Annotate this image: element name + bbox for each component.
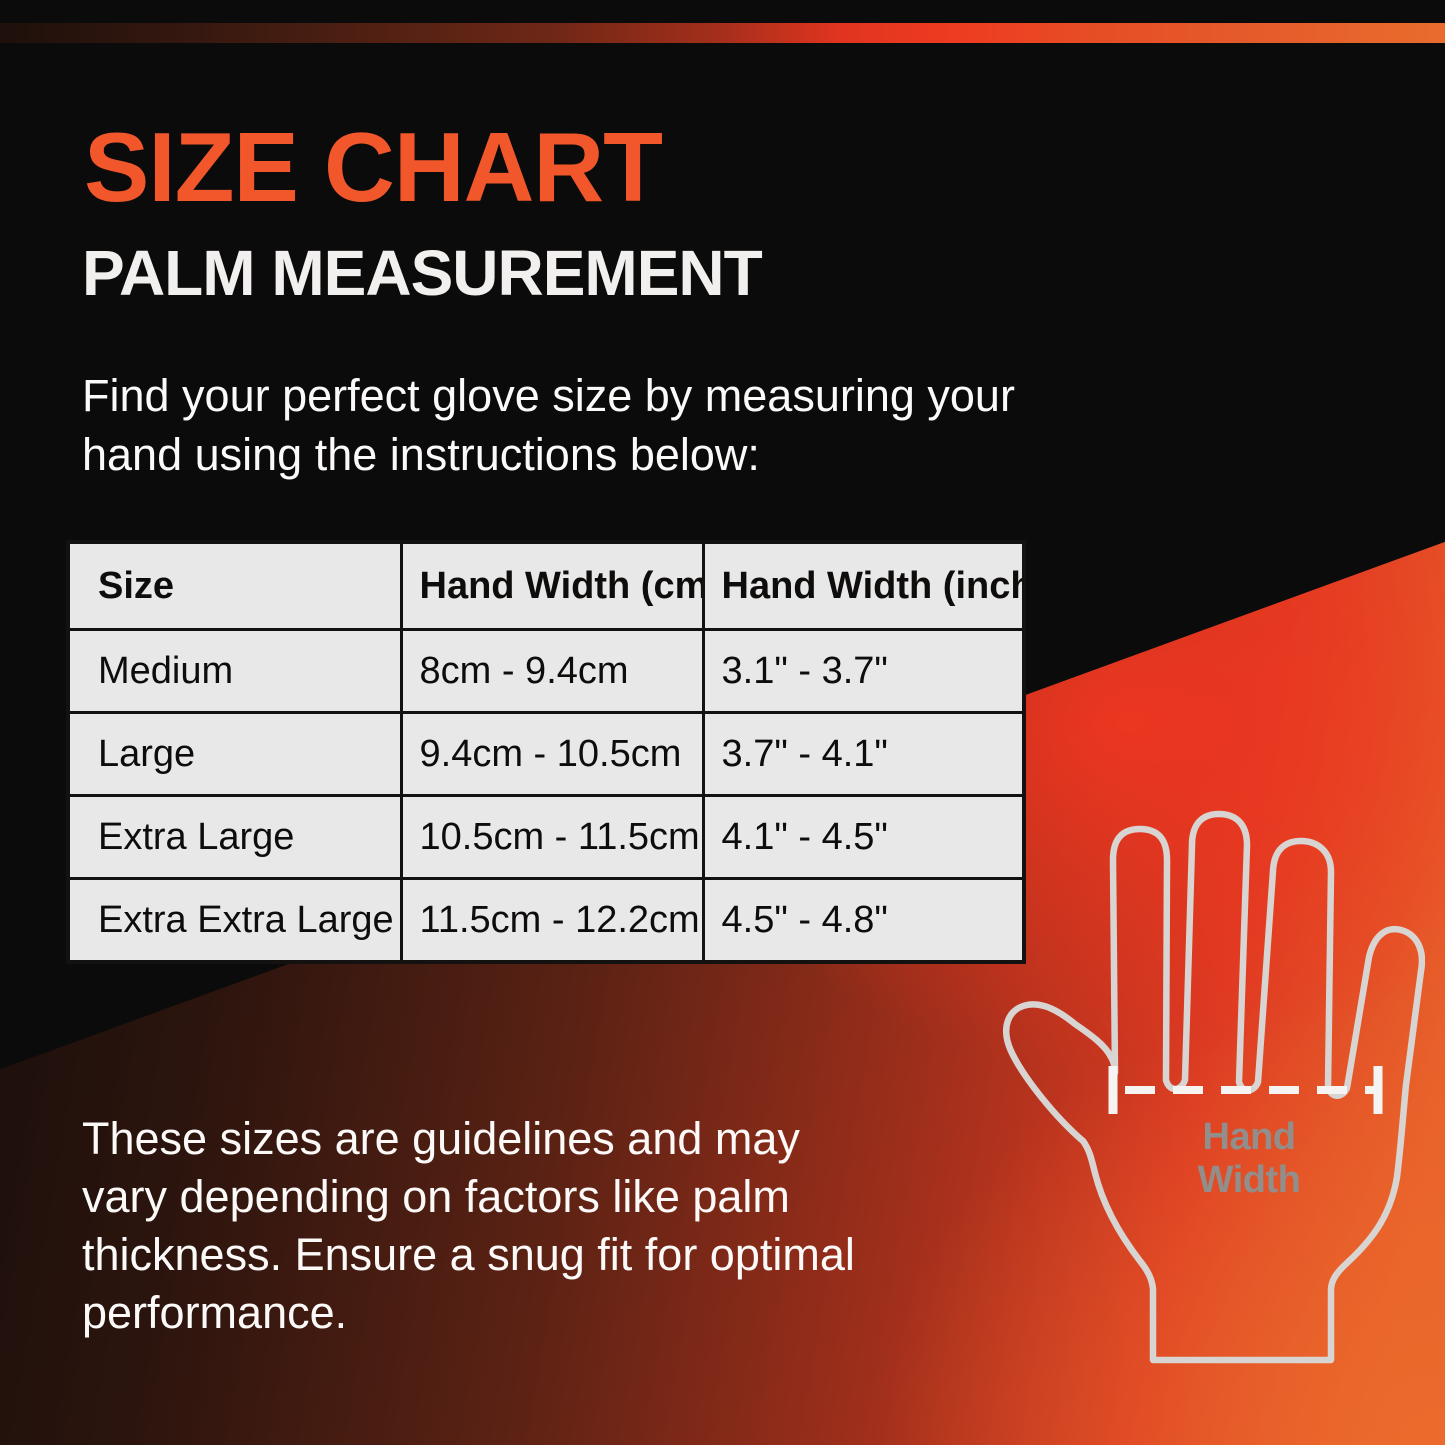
intro-line-2: hand using the instructions below: — [82, 429, 760, 480]
note-text: These sizes are guidelines and may vary … — [82, 1110, 855, 1342]
intro-text: Find your perfect glove size by measurin… — [82, 366, 1015, 484]
table-row-extra-large: Extra Large 10.5cm - 11.5cm 4.1" - 4.5" — [66, 794, 1026, 880]
note-line-3: thickness. Ensure a snug fit for optimal — [82, 1229, 855, 1280]
width-inch-cell: 3.7" - 4.1" — [701, 711, 1026, 797]
size-table: Size Hand Width (cm) Hand Width (inch) M… — [66, 540, 1026, 964]
page-subtitle: PALM MEASUREMENT — [82, 237, 763, 309]
column-header-hand-width-cm: Hand Width (cm) — [399, 540, 705, 631]
table-row-medium: Medium 8cm - 9.4cm 3.1" - 3.7" — [66, 628, 1026, 714]
width-cm-cell: 8cm - 9.4cm — [399, 628, 705, 714]
note-line-2: vary depending on factors like palm — [82, 1171, 790, 1222]
width-inch-cell: 3.1" - 3.7" — [701, 628, 1026, 714]
column-header-hand-width-inch: Hand Width (inch) — [701, 540, 1026, 631]
hand-outline-icon — [1003, 810, 1425, 1364]
hand-width-label: Hand Width — [1197, 1116, 1301, 1201]
table-row-extra-extra-large: Extra Extra Large 11.5cm - 12.2cm 4.5" -… — [66, 877, 1026, 964]
size-cell: Extra Large — [66, 794, 403, 880]
hand-outline-path — [1003, 810, 1425, 1364]
width-cm-cell: 9.4cm - 10.5cm — [399, 711, 705, 797]
size-cell: Medium — [66, 628, 403, 714]
width-cm-cell: 11.5cm - 12.2cm — [399, 877, 705, 964]
column-header-size: Size — [66, 540, 403, 631]
size-cell: Extra Extra Large — [66, 877, 403, 964]
table-row-large: Large 9.4cm - 10.5cm 3.7" - 4.1" — [66, 711, 1026, 797]
width-inch-cell: 4.1" - 4.5" — [701, 794, 1026, 880]
width-cm-cell: 10.5cm - 11.5cm — [399, 794, 705, 880]
intro-line-1: Find your perfect glove size by measurin… — [82, 370, 1015, 421]
size-cell: Large — [66, 711, 403, 797]
note-line-1: These sizes are guidelines and may — [82, 1113, 800, 1164]
table-header-row: Size Hand Width (cm) Hand Width (inch) — [66, 540, 1026, 631]
top-accent-stripe — [0, 23, 1445, 43]
width-inch-cell: 4.5" - 4.8" — [701, 877, 1026, 964]
page-title: SIZE CHART — [84, 112, 663, 222]
note-line-4: performance. — [82, 1287, 348, 1338]
